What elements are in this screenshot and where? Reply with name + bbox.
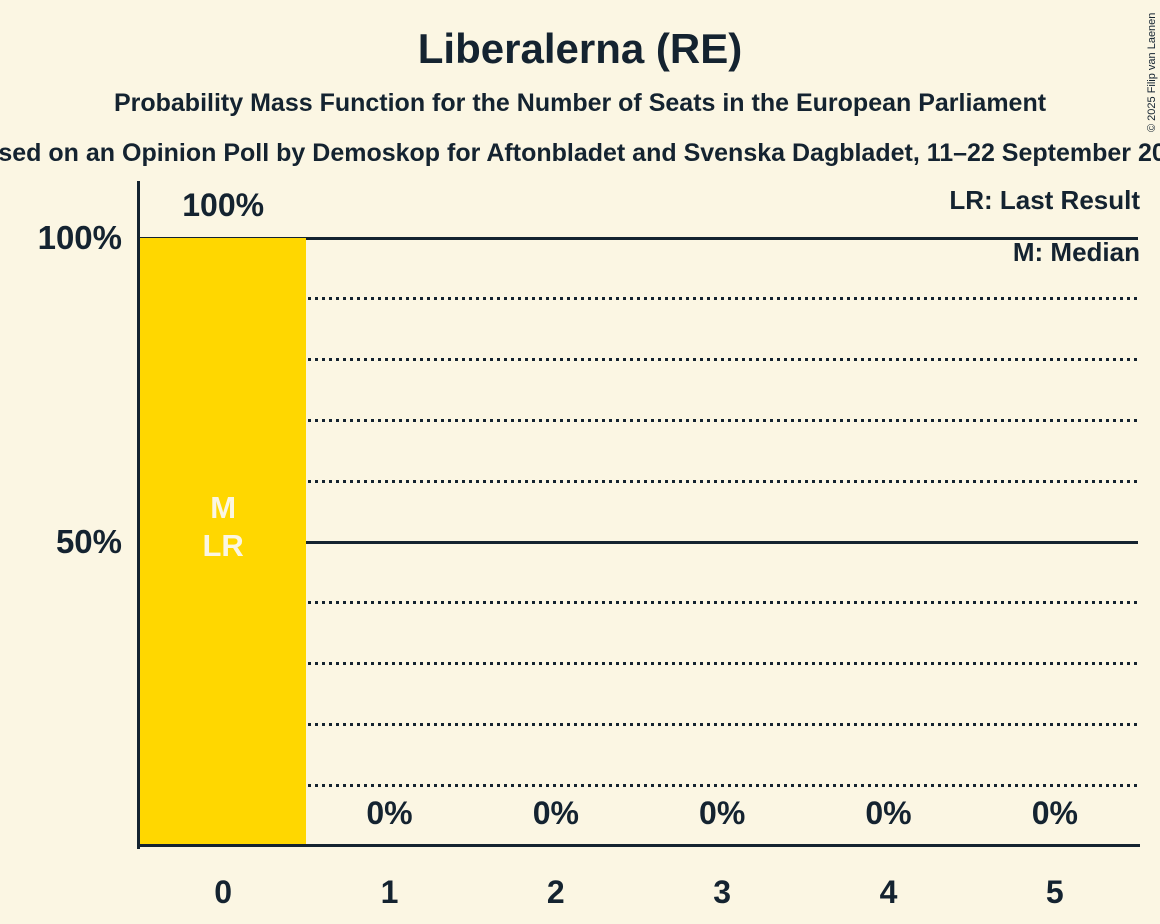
legend-last-result-label: LR: Last Result [949, 185, 1140, 215]
gridline-solid-100 [140, 236, 1138, 240]
gridline-solid-50 [140, 540, 1138, 544]
y-axis-label-100: 100% [37, 219, 122, 256]
bar-value-label-seat-4: 0% [865, 795, 912, 831]
copyright-notice: © 2025 Filip van Laenen [1146, 12, 1158, 132]
bar-annotation-seat-0: M LR [140, 489, 306, 565]
gridline-dotted-70 [140, 418, 1138, 422]
y-axis-line [137, 181, 140, 849]
x-tick-label-1: 1 [380, 874, 399, 910]
gridline-dotted-80 [140, 358, 1138, 362]
last-result-marker-label: LR [202, 528, 244, 563]
gridline-dotted-40 [140, 601, 1138, 605]
chart-subtitle: Probability Mass Function for the Number… [113, 89, 1047, 117]
x-tick-label-0: 0 [214, 874, 233, 910]
gridline-dotted-10 [140, 783, 1138, 787]
bar-seat-0 [140, 238, 307, 846]
x-tick-label-4: 4 [879, 874, 898, 910]
gridline-dotted-90 [140, 297, 1138, 301]
y-axis-label-50: 50% [55, 523, 122, 560]
chart-source-line: Based on an Opinion Poll by Demoskop for… [0, 139, 1160, 167]
bar-value-label-seat-1: 0% [366, 795, 413, 831]
bar-value-label-seat-3: 0% [699, 795, 746, 831]
x-axis-line [137, 844, 1140, 847]
x-tick-label-3: 3 [713, 874, 732, 910]
bar-value-label-seat-0: 100% [182, 187, 265, 223]
median-marker-label: M [210, 490, 237, 525]
gridline-dotted-60 [140, 479, 1138, 483]
x-tick-label-5: 5 [1045, 874, 1064, 910]
legend-median-label: M: Median [1012, 237, 1140, 267]
gridline-dotted-20 [140, 722, 1138, 726]
chart-title: Liberalerna (RE) [417, 25, 743, 72]
bar-value-label-seat-2: 0% [532, 795, 579, 831]
bar-value-label-seat-5: 0% [1031, 795, 1078, 831]
gridline-dotted-30 [140, 662, 1138, 666]
x-tick-label-2: 2 [546, 874, 565, 910]
